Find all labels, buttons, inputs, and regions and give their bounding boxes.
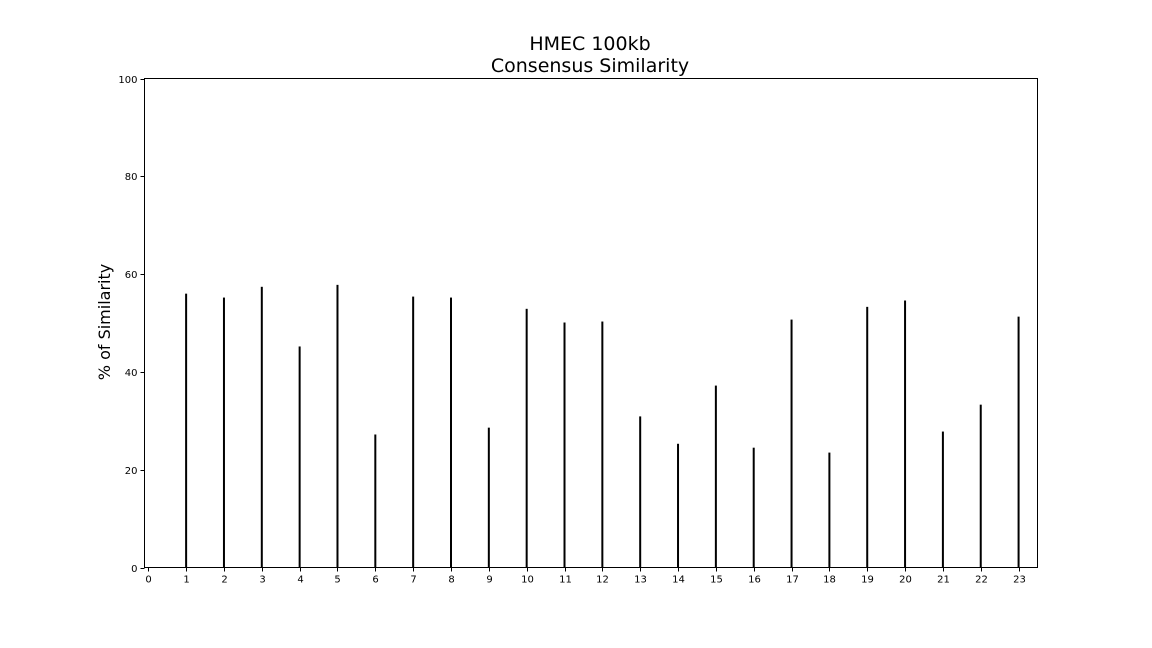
x-tick-label: 21	[937, 575, 950, 586]
y-tick-label: 100	[118, 75, 137, 86]
bar	[525, 308, 528, 568]
x-tick-label: 19	[861, 575, 874, 586]
bar	[260, 286, 263, 568]
bar	[487, 427, 490, 568]
x-tick-label: 14	[672, 575, 685, 586]
bar	[336, 284, 339, 568]
x-tick-label: 10	[521, 575, 534, 586]
bar	[904, 300, 907, 568]
bar	[185, 293, 188, 568]
bar	[941, 431, 944, 568]
x-tick-label: 5	[334, 575, 340, 586]
x-tick-label: 17	[786, 575, 799, 586]
x-tick-label: 3	[259, 575, 265, 586]
bar	[222, 297, 225, 568]
y-tick-label: 80	[125, 172, 138, 183]
bar	[563, 322, 566, 568]
plot-frame	[144, 78, 1038, 568]
chart-title-line-2: Consensus Similarity	[491, 55, 689, 77]
x-tick-label: 23	[1013, 575, 1026, 586]
y-tick-label: 0	[131, 564, 137, 575]
bar	[374, 434, 377, 568]
x-tick-label: 2	[221, 575, 227, 586]
x-tick-label: 6	[372, 575, 378, 586]
chart-title-line-1: HMEC 100kb	[529, 33, 650, 55]
y-tick-label: 20	[125, 466, 138, 477]
x-tick-label: 18	[823, 575, 836, 586]
x-tick-label: 15	[710, 575, 723, 586]
bar	[979, 404, 982, 568]
x-tick-label: 8	[448, 575, 454, 586]
x-tick-label: 0	[145, 575, 151, 586]
y-tick-label: 60	[125, 270, 138, 281]
y-axis-label: % of Similarity	[95, 264, 114, 380]
bar	[1017, 316, 1020, 568]
bar	[866, 306, 869, 568]
bar	[298, 346, 301, 568]
x-tick-label: 1	[183, 575, 189, 586]
bar	[828, 452, 831, 568]
x-tick-label: 4	[297, 575, 303, 586]
bar	[752, 447, 755, 568]
x-tick-label: 7	[410, 575, 416, 586]
bar	[639, 416, 642, 568]
bar	[412, 296, 415, 568]
bar	[450, 297, 452, 568]
bar	[714, 385, 717, 568]
bar	[677, 443, 680, 568]
x-tick-label: 9	[486, 575, 492, 586]
x-tick-label: 12	[596, 575, 609, 586]
x-tick-label: 20	[899, 575, 912, 586]
x-tick-label: 22	[975, 575, 988, 586]
bar	[601, 321, 604, 568]
x-tick-label: 13	[634, 575, 647, 586]
bar	[790, 319, 793, 568]
x-tick-label: 16	[748, 575, 761, 586]
x-tick-label: 11	[559, 575, 572, 586]
y-tick-label: 40	[125, 368, 138, 379]
